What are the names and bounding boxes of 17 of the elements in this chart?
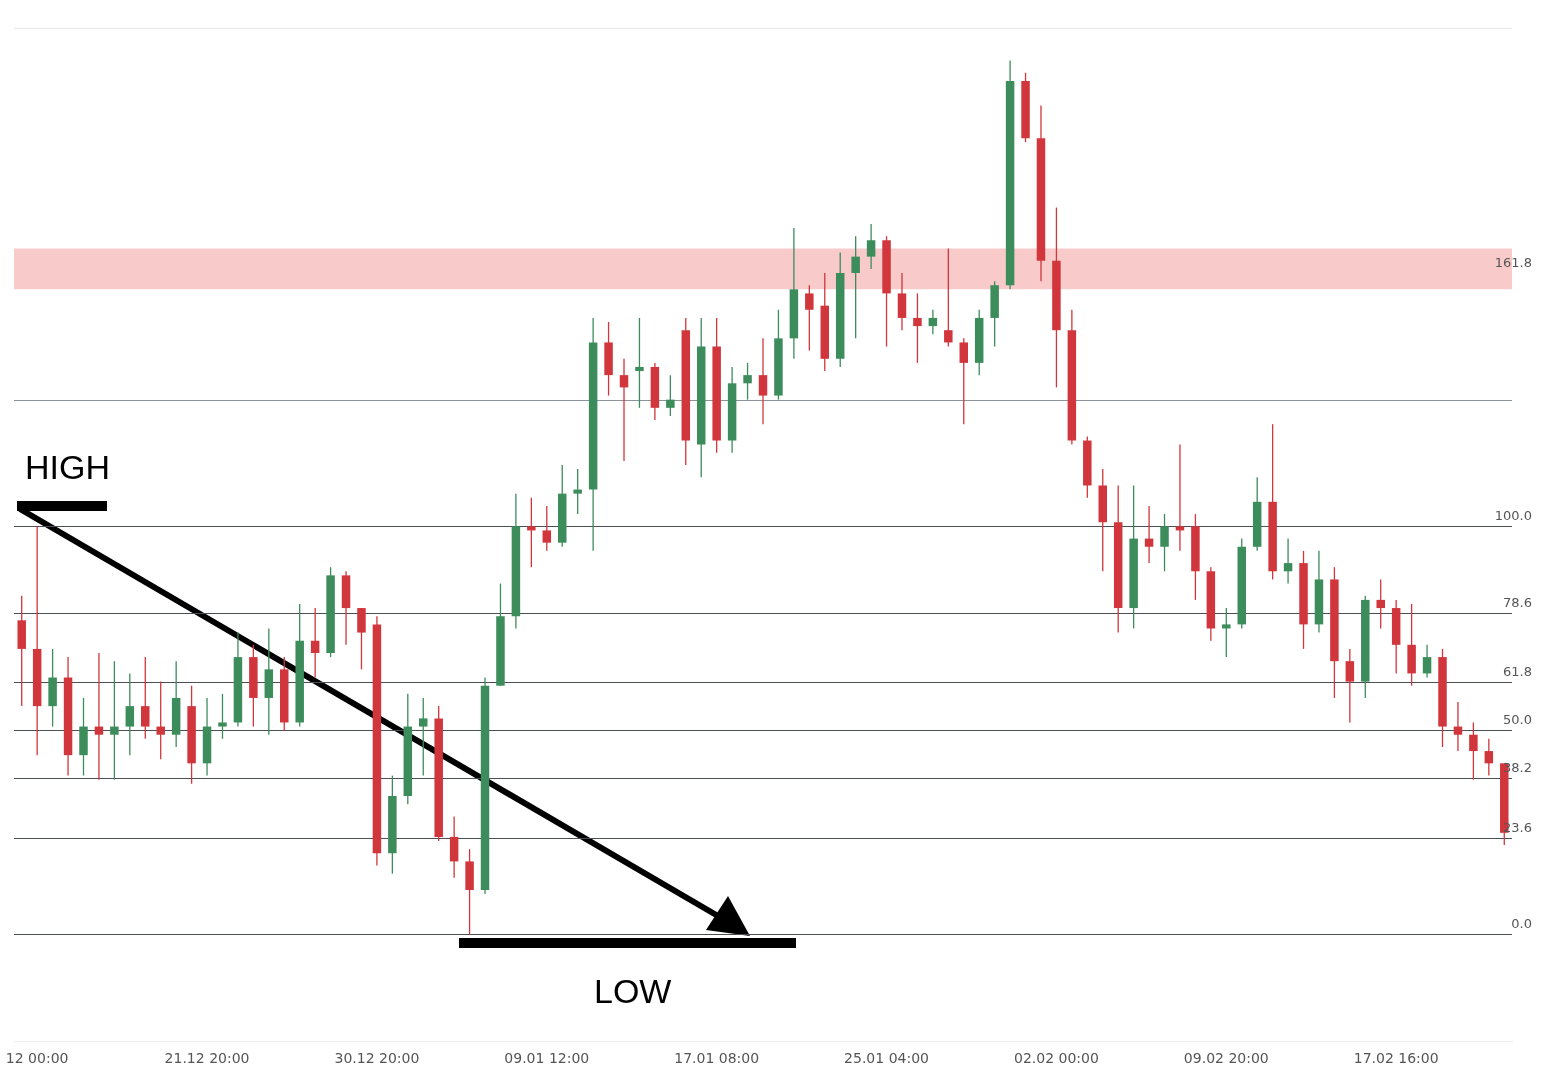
x-tick-label: 02.02 00:00: [1013, 1050, 1099, 1067]
x-tick-label: 09.01 12:00: [504, 1050, 590, 1067]
x-tick-label: 17.01 08:00: [674, 1050, 760, 1067]
x-tick-label: 30.12 20:00: [334, 1050, 420, 1067]
x-tick-label: 12 00:00: [5, 1050, 69, 1067]
y-tick-label: 161.8: [1494, 255, 1532, 271]
x-tick-label: 09.02 20:00: [1183, 1050, 1269, 1067]
y-tick-label: 50.0: [1503, 712, 1532, 728]
x-tick-label: 17.02 16:00: [1353, 1050, 1439, 1067]
annotation: HIGH: [25, 448, 110, 487]
y-tick-label: 61.8: [1503, 663, 1532, 679]
y-tick-label: 0.0: [1511, 916, 1532, 932]
x-tick-label: 21.12 20:00: [164, 1050, 250, 1067]
y-tick-label: 100.0: [1494, 507, 1532, 523]
x-tick-label: 25.01 04:00: [844, 1050, 929, 1067]
y-tick-label: 78.6: [1503, 595, 1532, 611]
annotation: LOW: [594, 972, 672, 1011]
